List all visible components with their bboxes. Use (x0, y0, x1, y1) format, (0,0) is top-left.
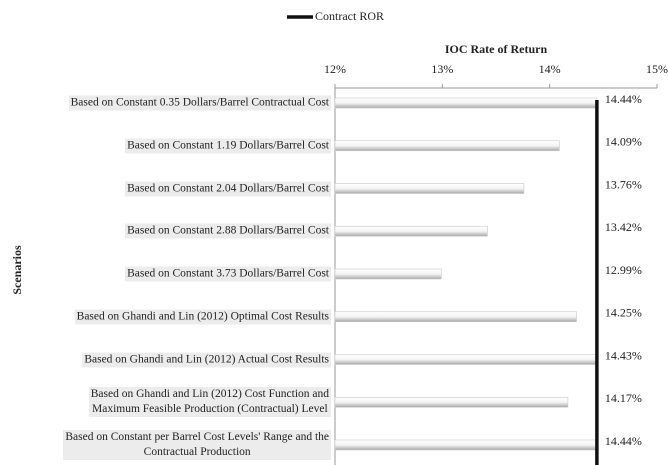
bar (334, 396, 569, 408)
bar (334, 311, 577, 323)
category-label: Based on Ghandi and Lin (2012) Cost Func… (88, 387, 331, 418)
value-label: 14.09% (605, 135, 642, 149)
value-label: 14.44% (605, 92, 642, 106)
category-label: Based on Ghandi and Lin (2012) Actual Co… (82, 352, 331, 367)
value-label: 12.99% (605, 263, 642, 277)
bar (334, 183, 525, 194)
bar (334, 439, 598, 451)
x-tick-label: 12% (324, 62, 346, 76)
value-label: 13.42% (605, 220, 642, 234)
bar (334, 140, 560, 152)
x-tick-label: 14% (539, 62, 561, 76)
value-label: 14.25% (605, 306, 642, 320)
value-label: 14.43% (605, 348, 642, 362)
value-label: 14.17% (605, 391, 642, 405)
category-label: Based on Constant 1.19 Dollars/Barrel Co… (125, 138, 331, 154)
bar (334, 225, 488, 237)
bar (334, 97, 598, 109)
legend-label: Contract ROR (315, 9, 384, 23)
bar (334, 354, 597, 365)
category-label: Based on Constant 0.35 Dollars/Barrel Co… (68, 95, 331, 111)
category-label: Based on Constant per Barrel Cost Levels… (63, 430, 331, 460)
bar (334, 268, 442, 280)
value-label: 14.44% (605, 434, 642, 448)
category-label: Based on Constant 3.73 Dollars/Barrel Co… (125, 266, 331, 282)
y-axis-title: Scenarios (10, 245, 24, 295)
value-label: 13.76% (605, 177, 642, 191)
category-label: Based on Constant 2.88 Dollars/Barrel Co… (125, 223, 331, 239)
category-label: Based on Constant 2.04 Dollars/Barrel Co… (125, 181, 331, 196)
category-label: Based on Ghandi and Lin (2012) Optimal C… (74, 309, 331, 325)
x-tick-label: 15% (646, 62, 668, 76)
x-tick-label: 13% (431, 62, 453, 76)
x-axis-title: IOC Rate of Return (445, 42, 548, 56)
